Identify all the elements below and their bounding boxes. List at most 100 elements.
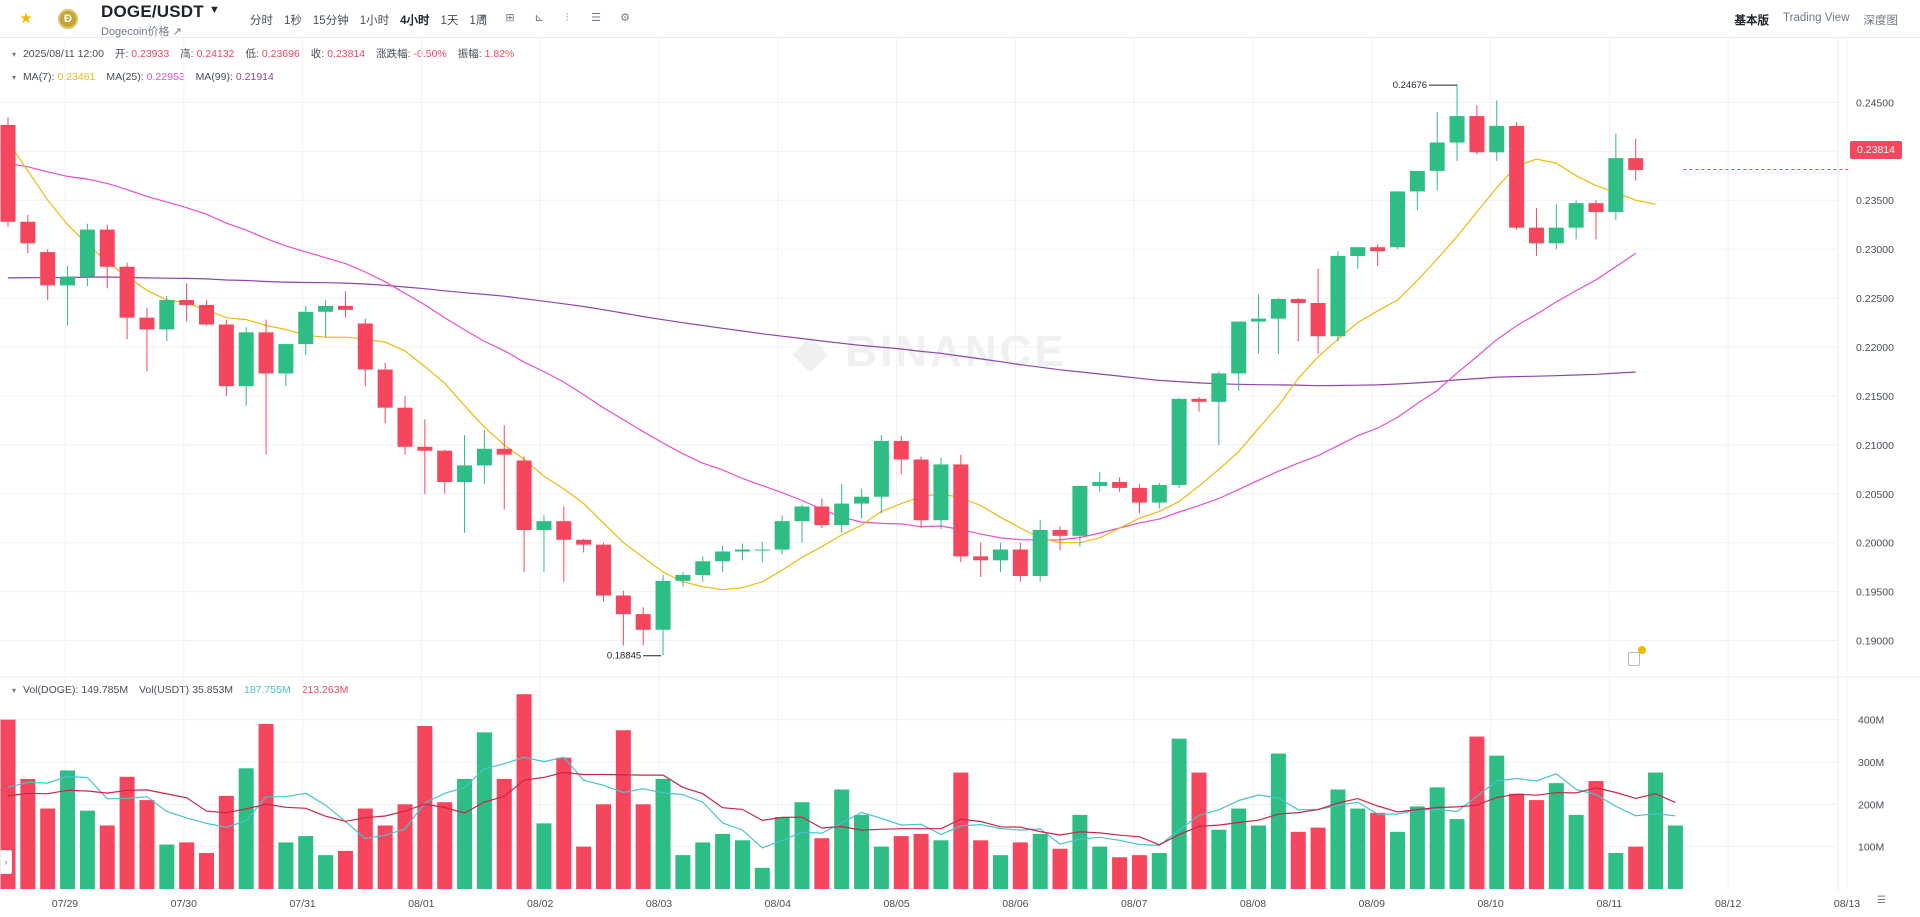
- favorite-star-icon[interactable]: ★: [19, 10, 33, 27]
- close-label: 收:: [310, 48, 325, 60]
- volume-bar: [715, 833, 731, 889]
- candle-body: [1489, 125, 1505, 153]
- kline-chart[interactable]: 07/29 07/30 07/31 08/01 08/02 08/03 08/04 08/05…: [0, 38, 1920, 917]
- candle-body: [893, 440, 909, 460]
- interval-tab[interactable]: 1周: [469, 15, 488, 27]
- collapse-chevron-icon[interactable]: ▾: [12, 686, 17, 695]
- volume-bar: [734, 840, 750, 889]
- candle-body: [794, 506, 810, 522]
- interval-tab[interactable]: 1秒: [284, 15, 302, 27]
- low-marker-label: 0.18845: [607, 651, 641, 662]
- interval-tab-active[interactable]: 4小时: [400, 15, 430, 27]
- candle-body: [1112, 482, 1128, 488]
- candle-body: [913, 459, 929, 521]
- candle-body: [536, 521, 552, 530]
- price-axis-tick-label: 0.23000: [1856, 244, 1894, 256]
- candle-body: [1528, 227, 1544, 244]
- dogecoin-logo-icon: [58, 9, 78, 29]
- top-bar: ★ DOGE/USDT ▼ Dogecoin价格 ↗ 分时 1秒 15分钟 1小…: [0, 0, 1920, 38]
- ma25-value: 0.22953: [146, 71, 185, 83]
- volume-bar: [973, 840, 989, 889]
- candle-body: [973, 556, 989, 561]
- view-tab-depth[interactable]: 深度图: [1863, 15, 1899, 27]
- ohlc-date: 2025/08/11 12:00: [22, 48, 104, 60]
- volume-bar: [0, 719, 16, 889]
- indicator-icon[interactable]: ⊾: [534, 12, 544, 24]
- x-axis-tick-label: 08/05: [883, 898, 909, 910]
- price-axis-tick-label: 0.19500: [1856, 587, 1894, 599]
- volume-bar: [457, 778, 473, 889]
- volume-axis-tick-label: 100M: [1858, 842, 1884, 854]
- low-value: 0.23696: [261, 48, 300, 60]
- volume-bar: [139, 800, 155, 889]
- volume-bar: [655, 778, 671, 889]
- pair-dropdown-caret-icon[interactable]: ▼: [209, 4, 220, 16]
- candle-body: [1509, 125, 1525, 228]
- gear-icon[interactable]: ⚙: [620, 12, 630, 24]
- volume-bar: [1012, 842, 1028, 889]
- pair-subtitle-link[interactable]: Dogecoin价格 ↗: [101, 26, 182, 38]
- volume-bar: [318, 855, 334, 889]
- volume-bar: [893, 836, 909, 889]
- candle-body: [1131, 487, 1147, 503]
- low-label: 低:: [245, 48, 259, 60]
- candle-body: [457, 465, 473, 483]
- price-axis-tick-label: 0.23500: [1856, 195, 1894, 207]
- x-axis-tick-label: 08/10: [1477, 898, 1503, 910]
- pair-name[interactable]: DOGE/USDT: [101, 2, 204, 21]
- vol-ma2-value: 213.263M: [301, 684, 349, 696]
- volume-bar: [357, 808, 373, 889]
- volume-bar: [1052, 848, 1068, 889]
- price-axis-tick-label: 0.22500: [1856, 293, 1894, 305]
- candle-body: [1568, 203, 1584, 228]
- candle-style-icon[interactable]: ⫶: [565, 12, 569, 24]
- x-axis-tick-label: 08/09: [1359, 898, 1385, 910]
- candle-body: [1469, 116, 1485, 153]
- volume-bar: [1231, 808, 1247, 889]
- list-settings-icon[interactable]: ☰: [591, 12, 601, 24]
- interval-tab[interactable]: 分时: [250, 15, 273, 27]
- volume-bar: [913, 833, 929, 889]
- volume-bar: [1568, 814, 1584, 889]
- candle-body: [1012, 549, 1028, 576]
- chart-type-icon[interactable]: ⊞: [505, 12, 515, 24]
- interval-tab[interactable]: 1小时: [359, 15, 390, 27]
- candle-body: [1072, 485, 1088, 536]
- volume-bar: [1112, 857, 1128, 889]
- volume-bar: [1588, 781, 1604, 889]
- candle-body: [516, 460, 532, 530]
- axis-settings-icon[interactable]: ☰: [1877, 895, 1886, 906]
- volume-bar: [1072, 814, 1088, 889]
- volume-bar: [1151, 853, 1167, 889]
- candle-body: [1390, 191, 1405, 248]
- volume-bar: [754, 867, 770, 889]
- candle-body: [60, 276, 76, 286]
- more-intervals-chevron-icon[interactable]: ▾: [480, 12, 486, 24]
- candle-body: [774, 521, 790, 550]
- ma-info-row: ▾ MA(7): 0.23461 MA(25): 0.22953 MA(99): 0.…: [12, 71, 282, 83]
- candle-body: [655, 580, 671, 630]
- volume-bar: [873, 846, 889, 889]
- view-tab-tradingview[interactable]: Trading View: [1783, 12, 1850, 24]
- collapse-chevron-icon[interactable]: ▾: [12, 73, 17, 82]
- price-axis-tick-label: 0.21500: [1856, 391, 1894, 403]
- volume-bar: [1648, 772, 1664, 889]
- interval-tab[interactable]: 15分钟: [312, 15, 349, 27]
- volume-bar: [675, 855, 691, 889]
- amplitude-label: 振幅:: [457, 48, 482, 60]
- volume-bar: [417, 725, 433, 889]
- last-price-tag: 0.23814: [1850, 141, 1902, 159]
- volume-bar: [1528, 800, 1544, 889]
- side-panel-toggle-icon[interactable]: ›: [0, 850, 12, 874]
- notes-icon[interactable]: [1628, 652, 1640, 666]
- volume-bar: [437, 802, 453, 889]
- volume-bar: [993, 855, 1008, 889]
- candle-body: [40, 252, 56, 286]
- interval-tab[interactable]: 1天: [440, 15, 459, 27]
- volume-bar: [615, 730, 631, 889]
- view-tab-basic[interactable]: 基本版: [1734, 15, 1770, 27]
- collapse-chevron-icon[interactable]: ▾: [12, 50, 17, 59]
- volume-bar: [933, 840, 949, 889]
- candle-body: [675, 574, 691, 581]
- x-axis-tick-label: 08/07: [1121, 898, 1147, 910]
